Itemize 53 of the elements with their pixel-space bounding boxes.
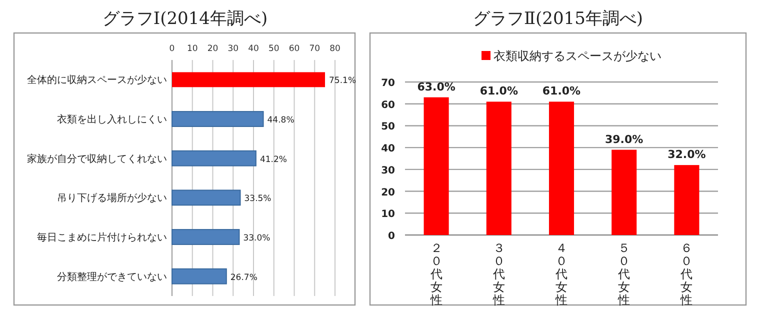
x-tick-label: ５０代女性: [617, 241, 630, 307]
y-tick-label: 40: [381, 144, 396, 155]
y-tick-label: 30: [381, 165, 396, 176]
y-tick-label: 毎日こまめに片付けられない: [37, 232, 167, 244]
y-tick-label: 吊り下げる場所が少ない: [57, 192, 167, 204]
data-label: 32.0%: [668, 148, 706, 162]
y-tick-label: 0: [388, 231, 396, 242]
x-tick-label: 60: [288, 44, 300, 54]
y-tick-label: 10: [381, 209, 396, 220]
x-tick-label: 50: [268, 44, 280, 54]
x-tick-label: 10: [186, 44, 198, 54]
data-label: 41.2%: [260, 154, 287, 165]
y-tick-label: 70: [381, 78, 396, 89]
x-tick-label: 70: [309, 44, 320, 54]
x-tick-label: ６０代女性: [680, 241, 693, 307]
data-label: 75.1%: [329, 76, 356, 86]
data-label: 33.0%: [243, 234, 270, 244]
chart-title: グラフⅡ(2015年調べ): [472, 9, 644, 29]
x-tick-label: ４０代女性: [554, 241, 568, 307]
bar: [424, 97, 449, 235]
bar: [674, 165, 700, 235]
data-label: 33.5%: [244, 194, 272, 204]
data-label: 61.0%: [480, 84, 518, 98]
x-tick-label: ２０代女性: [429, 241, 442, 307]
x-tick-label: ３０代女性: [492, 241, 505, 307]
x-tick-label: 0: [169, 44, 175, 54]
bar: [172, 190, 241, 206]
legend: 衣類収納するスペースが少ない: [482, 49, 662, 63]
y-tick-label: 分類整理ができていない: [57, 270, 167, 283]
x-tick-label: 40: [248, 44, 259, 54]
bar: [172, 268, 227, 284]
data-label: 63.0%: [417, 80, 456, 94]
chart-title: グラフⅠ(2014年調べ): [102, 9, 268, 29]
x-tick-label: 30: [228, 44, 239, 54]
y-tick-label: 全体的に収納スペースが少ない: [27, 74, 167, 86]
bar: [172, 150, 256, 166]
bar: [612, 150, 637, 235]
data-label: 61.0%: [542, 84, 581, 98]
data-label: 39.0%: [605, 132, 644, 146]
bar: [172, 229, 240, 245]
y-tick-label: 衣類を出し入れしにくい: [57, 114, 167, 126]
y-tick-label: 60: [381, 100, 396, 111]
bar: [486, 102, 512, 235]
y-tick-label: 20: [381, 187, 396, 198]
x-tick-label: 80: [330, 44, 340, 54]
bar: [172, 72, 326, 88]
y-tick-label: 50: [381, 122, 396, 133]
bar: [548, 102, 574, 235]
data-label: 26.7%: [230, 272, 258, 283]
data-label: 44.8%: [267, 116, 294, 126]
bar: [172, 111, 264, 127]
x-tick-label: 20: [207, 44, 218, 54]
y-tick-label: 家族が自分で収納してくれない: [27, 152, 167, 165]
